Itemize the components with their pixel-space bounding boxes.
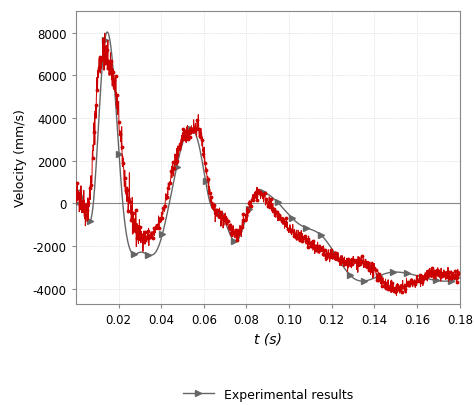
X-axis label: t (s): t (s) [254, 331, 282, 345]
Y-axis label: Velocity (mm/s): Velocity (mm/s) [14, 109, 27, 207]
Legend: Experimental results, Simulation results: Experimental results, Simulation results [182, 388, 353, 405]
